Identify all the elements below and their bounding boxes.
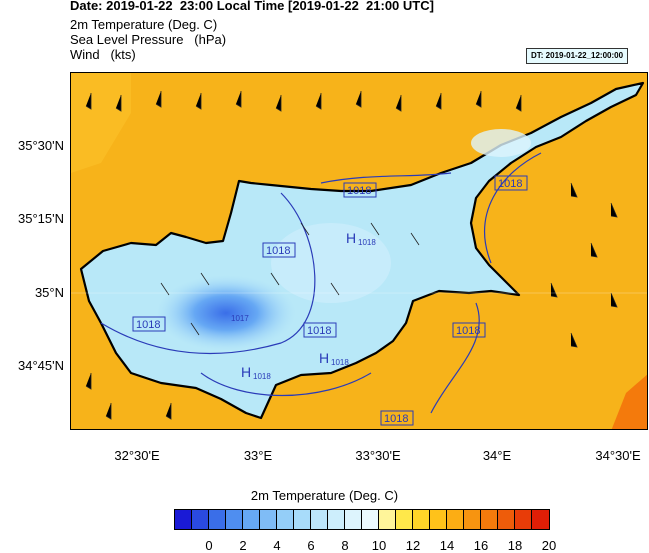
colorbar-swatch (328, 510, 345, 529)
cold-pool (156, 275, 296, 351)
land-shade-karpas (471, 129, 531, 157)
isobar-label: 1018 (307, 325, 331, 337)
colorbar-swatch (481, 510, 498, 529)
colorbar-tick-label: 2 (239, 538, 247, 553)
isobar-label: 1018 (498, 178, 522, 190)
isobar-label: 1018 (384, 413, 408, 425)
lat-label: 35°N (34, 285, 64, 300)
field-label-temperature: 2m Temperature (Deg. C) (70, 17, 218, 32)
field-label-pressure: Sea Level Pressure (hPa) (70, 32, 227, 47)
colorbar-tick-label: 12 (405, 538, 421, 553)
isobar-label: 1018 (136, 319, 160, 331)
lat-label: 34°45'N (18, 358, 64, 373)
lon-label: 34°E (482, 448, 512, 463)
colorbar-swatch (243, 510, 260, 529)
sea-shade-nw (71, 73, 131, 173)
isobar-line (484, 152, 542, 264)
lat-label: 35°15'N (18, 211, 64, 226)
lon-label: 33°30'E (355, 448, 401, 463)
colorbar-tick-label: 18 (507, 538, 523, 553)
high-value: 1018 (358, 238, 376, 247)
high-marker: H (319, 350, 329, 366)
colorbar-swatch (192, 510, 209, 529)
low-center-value: 1017 (231, 314, 249, 323)
lon-label: 33°E (243, 448, 273, 463)
colorbar-swatch (515, 510, 532, 529)
dt-badge: DT: 2019-01-22_12:00:00 (526, 48, 629, 64)
land-shade-north (271, 223, 391, 303)
colorbar-swatch (498, 510, 515, 529)
field-label-wind: Wind (kts) (70, 47, 136, 62)
date-title: Date: 2019-01-22 23:00 Local Time [2019-… (70, 0, 434, 13)
colorbar-swatch (464, 510, 481, 529)
isobar-label: 1018 (347, 185, 371, 197)
isobar-line (320, 172, 452, 184)
colorbar-swatch (413, 510, 430, 529)
colorbar-swatch (345, 510, 362, 529)
colorbar-swatch (260, 510, 277, 529)
colorbar-tick-label: 20 (541, 538, 557, 553)
colorbar-swatch (175, 510, 192, 529)
colorbar-tick-label: 0 (205, 538, 213, 553)
colorbar-swatch (447, 510, 464, 529)
high-value: 1018 (253, 372, 271, 381)
colorbar-swatch (532, 510, 549, 529)
high-marker: H (346, 230, 356, 246)
colorbar-swatch (294, 510, 311, 529)
colorbar-tick-label: 6 (307, 538, 315, 553)
colorbar-swatch (430, 510, 447, 529)
colorbar-swatch (226, 510, 243, 529)
isobar-line (100, 192, 316, 355)
colorbar (174, 509, 550, 530)
colorbar-swatch (362, 510, 379, 529)
sea-warm-se (611, 374, 647, 429)
colorbar-tick-label: 14 (439, 538, 455, 553)
colorbar-tick-label: 4 (273, 538, 281, 553)
high-value: 1018 (331, 358, 349, 367)
colorbar-title: 2m Temperature (Deg. C) (250, 488, 399, 503)
high-marker: H (241, 364, 251, 380)
isobar-line (200, 372, 372, 397)
isobar-line (430, 302, 480, 414)
wind-barbs (85, 91, 618, 420)
colorbar-swatch (396, 510, 413, 529)
colorbar-tick-label: 16 (473, 538, 489, 553)
lon-label: 34°30'E (595, 448, 641, 463)
colorbar-swatch (209, 510, 226, 529)
colorbar-swatch (311, 510, 328, 529)
lon-label: 32°30'E (114, 448, 160, 463)
isobar-label: 1018 (456, 325, 480, 337)
map-svg: 1018 1018 1018 1018 1018 1018 1018 H 101… (71, 73, 647, 429)
colorbar-swatch (277, 510, 294, 529)
colorbar-swatch (379, 510, 396, 529)
colorbar-tick-label: 10 (371, 538, 387, 553)
lat-label: 35°30'N (18, 138, 64, 153)
colorbar-tick-label: 8 (341, 538, 349, 553)
map-plot[interactable]: 1018 1018 1018 1018 1018 1018 1018 H 101… (70, 72, 648, 430)
isobar-label: 1018 (266, 245, 290, 257)
